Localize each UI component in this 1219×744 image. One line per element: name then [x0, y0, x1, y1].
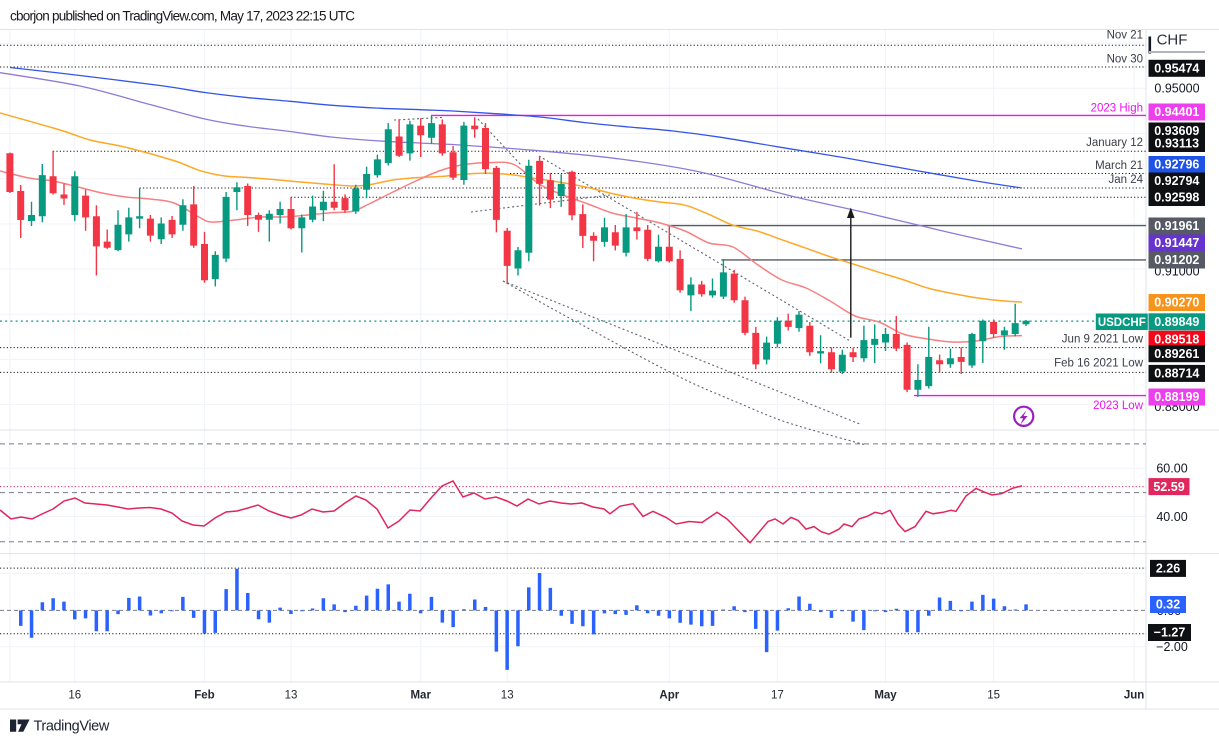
svg-text:52.59: 52.59 [1153, 480, 1184, 494]
svg-text:0.93609: 0.93609 [1154, 124, 1199, 138]
svg-text:May: May [874, 690, 897, 702]
svg-text:0.32: 0.32 [1156, 598, 1180, 612]
svg-text:cborjon published on TradingVi: cborjon published on TradingView.com, Ma… [10, 9, 355, 24]
svg-text:0.90270: 0.90270 [1154, 296, 1199, 310]
svg-text:2023 High: 2023 High [1091, 102, 1143, 114]
svg-text:TradingView: TradingView [34, 719, 110, 735]
svg-text:0.95474: 0.95474 [1154, 62, 1199, 76]
svg-text:0.91447: 0.91447 [1154, 236, 1199, 250]
svg-text:March 21: March 21 [1095, 160, 1143, 172]
svg-text:Jun 9 2021 Low: Jun 9 2021 Low [1062, 334, 1144, 346]
svg-text:0.92598: 0.92598 [1154, 191, 1199, 205]
svg-text:Feb 16 2021 Low: Feb 16 2021 Low [1054, 357, 1144, 369]
svg-text:13: 13 [501, 690, 514, 702]
svg-text:0.89849: 0.89849 [1154, 315, 1199, 329]
svg-text:0.93113: 0.93113 [1155, 137, 1200, 151]
svg-text:0.94401: 0.94401 [1154, 105, 1199, 119]
svg-text:Jun: Jun [1124, 690, 1144, 702]
svg-text:0.91202: 0.91202 [1154, 253, 1199, 267]
svg-text:Jan 24: Jan 24 [1108, 174, 1143, 186]
svg-text:−1.27: −1.27 [1154, 626, 1186, 640]
svg-text:16: 16 [68, 690, 81, 702]
svg-text:CHF: CHF [1157, 32, 1188, 49]
svg-text:17: 17 [771, 690, 784, 702]
svg-text:40.00: 40.00 [1156, 510, 1187, 524]
svg-text:0.89261: 0.89261 [1154, 347, 1199, 361]
svg-text:13: 13 [285, 690, 298, 702]
svg-text:0.88714: 0.88714 [1154, 367, 1199, 381]
svg-text:Apr: Apr [659, 690, 679, 702]
svg-text:Nov 30: Nov 30 [1107, 54, 1143, 66]
svg-text:2.26: 2.26 [1156, 562, 1180, 576]
svg-text:Nov 21: Nov 21 [1107, 30, 1143, 42]
svg-text:Mar: Mar [410, 690, 431, 702]
svg-text:0.92796: 0.92796 [1154, 158, 1199, 172]
svg-text:−2.00: −2.00 [1156, 640, 1188, 654]
svg-text:0.92794: 0.92794 [1154, 174, 1199, 188]
svg-text:2023 Low: 2023 Low [1093, 400, 1144, 412]
svg-text:0.91961: 0.91961 [1154, 219, 1199, 233]
svg-text:0.88199: 0.88199 [1154, 390, 1199, 404]
svg-text:0.89518: 0.89518 [1154, 332, 1199, 346]
svg-text:January 12: January 12 [1086, 137, 1143, 149]
svg-text:15: 15 [987, 690, 1000, 702]
svg-text:Feb: Feb [194, 690, 214, 702]
svg-text:60.00: 60.00 [1156, 461, 1187, 475]
svg-text:0.95000: 0.95000 [1154, 82, 1199, 96]
svg-text:USDCHF: USDCHF [1098, 317, 1146, 329]
